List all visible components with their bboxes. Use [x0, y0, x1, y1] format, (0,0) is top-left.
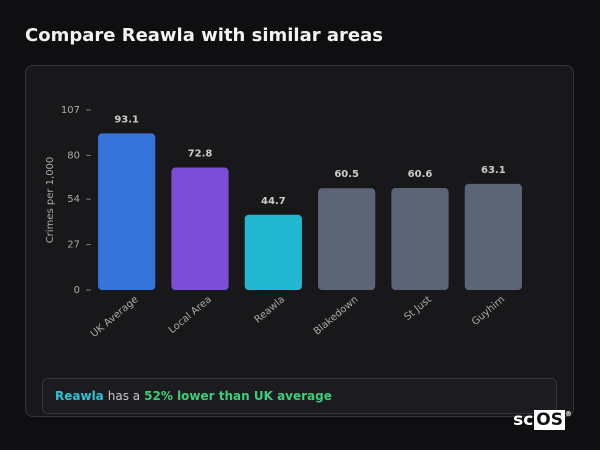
insight-text: has a	[107, 389, 141, 403]
bar	[464, 183, 522, 290]
value-label: 63.1	[481, 165, 506, 176]
x-tick-label: UK Average	[89, 294, 141, 340]
bar	[98, 133, 156, 290]
y-tick-label: 107	[61, 105, 80, 116]
insight-area: Reawla	[55, 389, 104, 403]
x-tick-label: Local Area	[167, 294, 214, 336]
logo-text: sc	[513, 410, 534, 430]
value-label: 93.1	[114, 114, 139, 125]
y-tick-label: 80	[67, 150, 80, 161]
bar	[171, 167, 229, 290]
bar	[391, 188, 449, 290]
bar	[244, 214, 302, 290]
logo-mark: ®	[565, 410, 572, 418]
y-axis-label: Crimes per 1,000	[45, 157, 56, 244]
logo-box: OS	[534, 410, 565, 430]
x-tick-label: Guyhirn	[470, 294, 507, 328]
insight-highlight: 52% lower than UK average	[144, 389, 332, 403]
x-tick-label: Reawla	[253, 294, 288, 325]
value-label: 60.6	[408, 169, 433, 180]
value-label: 60.5	[334, 169, 359, 180]
y-tick-label: 27	[67, 240, 80, 251]
y-tick-label: 0	[74, 285, 80, 296]
bar	[318, 188, 376, 290]
page-title: Compare Reawla with similar areas	[25, 25, 383, 46]
logo: sc OS ®	[513, 410, 572, 430]
y-tick-label: 54	[67, 194, 80, 205]
x-tick-label: St Just	[402, 294, 434, 323]
x-tick-label: Blakedown	[312, 294, 361, 337]
value-label: 72.8	[188, 149, 213, 160]
insight: Reawla has a 52% lower than UK average	[42, 378, 557, 414]
value-label: 44.7	[261, 196, 286, 207]
